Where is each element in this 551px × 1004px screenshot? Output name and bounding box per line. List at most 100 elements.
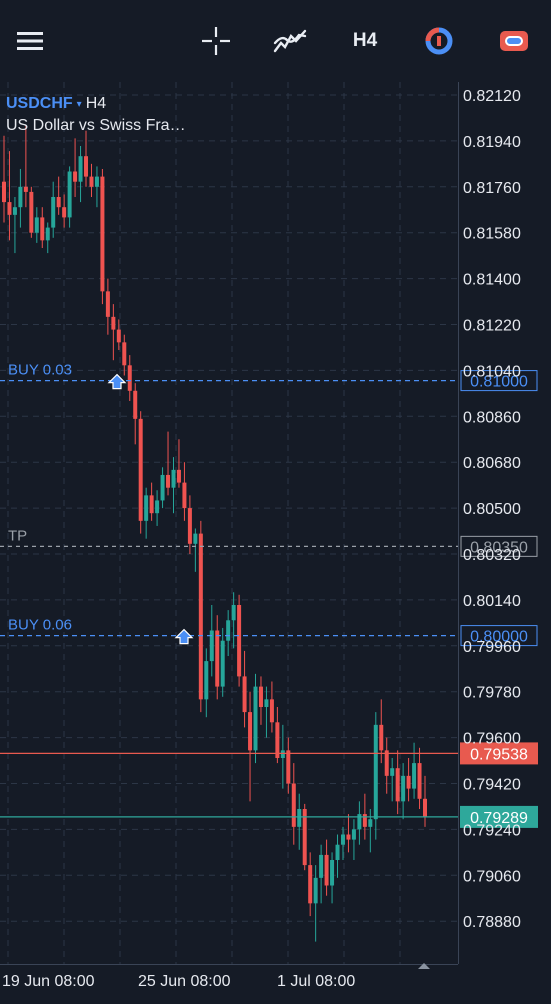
candle-body: [390, 768, 395, 776]
candle: [2, 135, 6, 223]
candle-body: [133, 390, 138, 419]
candle: [89, 163, 94, 197]
candle-body: [242, 676, 247, 713]
candle-body: [45, 227, 50, 241]
candle-body: [319, 854, 324, 878]
candle: [45, 222, 50, 254]
indicators-icon[interactable]: [268, 20, 312, 62]
crosshair-icon[interactable]: [195, 20, 237, 62]
symbol-name[interactable]: USDCHF: [6, 95, 73, 112]
candle-body: [340, 834, 345, 845]
candle: [209, 605, 214, 677]
candle-body: [351, 829, 356, 840]
candle: [215, 615, 220, 700]
price-tick-label: 0.79240: [463, 822, 521, 839]
candle: [340, 826, 345, 860]
candle-body: [176, 469, 181, 483]
candle: [155, 490, 160, 526]
candle: [111, 304, 116, 361]
candle: [330, 852, 335, 904]
buy1-label: BUY 0.03: [8, 362, 72, 379]
candle-body: [302, 809, 307, 866]
price-axis: 0.82120 0.81940 0.81760 0.81580 0.81400 0.812…: [463, 88, 521, 931]
price-tick-label: 0.80500: [463, 501, 521, 518]
candle-body: [127, 365, 132, 391]
candle-body: [56, 197, 61, 208]
candle-body: [105, 291, 110, 317]
candle-body: [62, 207, 67, 218]
candle: [351, 819, 356, 860]
candle: [373, 712, 378, 840]
candle: [40, 207, 45, 248]
candle-body: [297, 809, 302, 827]
candle-body: [78, 156, 83, 182]
symbol-info[interactable]: USDCHF ▾ H4 US Dollar vs Swiss Fra…: [6, 95, 186, 135]
candle: [237, 594, 242, 687]
buy1-price-label: 0.81000: [470, 374, 528, 391]
candle: [423, 775, 427, 827]
candle: [51, 181, 56, 238]
candle: [94, 166, 99, 208]
candle: [417, 747, 422, 809]
candle: [346, 814, 351, 853]
timeframe-button[interactable]: H4: [352, 30, 378, 51]
candle: [324, 839, 329, 896]
buy2-label: BUY 0.06: [8, 617, 72, 634]
buy2-price-label: 0.80000: [470, 629, 528, 646]
price-tick-label: 0.79600: [463, 731, 521, 748]
candle: [198, 520, 203, 713]
candle-body: [160, 474, 165, 501]
symbol-dropdown-icon[interactable]: ▾: [76, 98, 82, 110]
candle-body: [23, 186, 28, 192]
candle: [269, 681, 274, 733]
candle-body: [269, 699, 274, 723]
bid-price-box: [460, 805, 538, 828]
candle-body: [258, 686, 263, 707]
trade-icon[interactable]: [492, 20, 536, 62]
candle: [176, 439, 181, 488]
candle: [395, 750, 400, 815]
candle-body: [84, 156, 89, 177]
candle: [357, 801, 362, 845]
candle: [84, 130, 89, 187]
hamburger-icon[interactable]: [10, 20, 50, 62]
candle: [34, 207, 39, 243]
candle-body: [237, 605, 242, 677]
candle-body: [122, 342, 127, 366]
candle: [313, 865, 318, 942]
candle: [78, 146, 83, 203]
top-toolbar: H4: [0, 0, 551, 82]
candle-body: [34, 217, 39, 233]
candle-body: [138, 418, 143, 521]
candle-body: [417, 763, 422, 799]
time-tick-label: 19 Jun 08:00: [2, 973, 95, 990]
candle-body: [204, 661, 209, 700]
price-tick-label: 0.82120: [463, 88, 521, 105]
buy1-price-box: [460, 370, 538, 392]
candle-body: [368, 819, 373, 827]
candle: [73, 138, 78, 197]
candle: [204, 648, 209, 718]
tp-price-label: 0.80350: [470, 539, 528, 556]
tp-label: TP: [8, 527, 27, 544]
candle-body: [253, 686, 258, 751]
candle-body: [226, 620, 231, 641]
candle-body: [171, 469, 176, 488]
candle-body: [18, 186, 23, 208]
candle-body: [324, 854, 329, 886]
candle-body: [362, 814, 367, 827]
candle: [182, 462, 187, 521]
candle: [122, 334, 127, 376]
timer-icon[interactable]: [417, 20, 461, 62]
candle-body: [291, 783, 296, 827]
candle-body: [215, 630, 220, 687]
candle-body: [280, 750, 285, 758]
candle: [18, 168, 23, 228]
price-tick-label: 0.81400: [463, 272, 521, 289]
candle-body: [423, 798, 427, 817]
chart-area[interactable]: BUY 0.03 0.81000 TP 0.80350 BUY 0.06 0.80000 0…: [0, 82, 551, 999]
candle-body: [73, 171, 78, 182]
candle-body: [193, 533, 198, 544]
time-tick-label: 1 Jul 08:00: [277, 973, 355, 990]
